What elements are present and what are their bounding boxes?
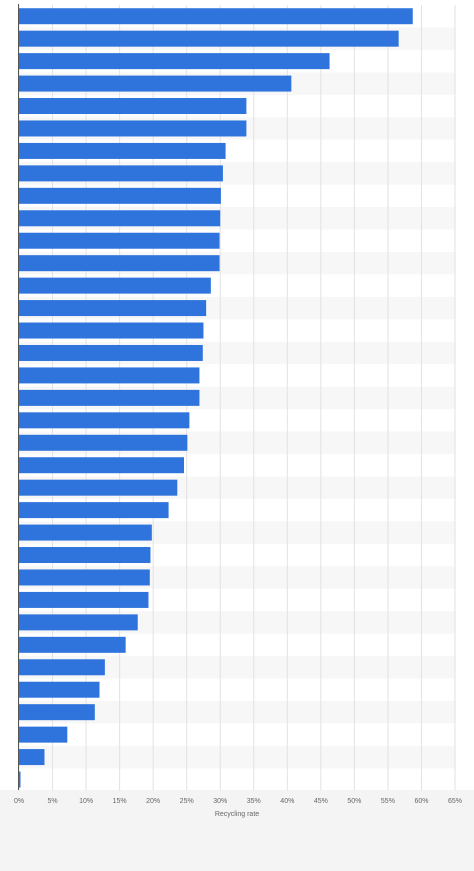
x-tick-label: 10% bbox=[79, 798, 93, 805]
bar[interactable] bbox=[19, 524, 152, 541]
bar[interactable] bbox=[19, 771, 21, 788]
bar[interactable] bbox=[19, 30, 399, 47]
bar[interactable] bbox=[19, 8, 413, 25]
bar[interactable] bbox=[19, 479, 178, 496]
bar[interactable] bbox=[19, 547, 151, 564]
bar[interactable] bbox=[19, 749, 45, 766]
bar[interactable] bbox=[19, 232, 220, 249]
bar[interactable] bbox=[19, 142, 226, 159]
bar[interactable] bbox=[19, 704, 95, 721]
bar[interactable] bbox=[19, 322, 204, 339]
bar[interactable] bbox=[19, 277, 211, 294]
x-tick-label: 55% bbox=[381, 798, 395, 805]
x-axis-title: Recycling rate bbox=[215, 811, 259, 818]
row-band bbox=[19, 656, 455, 679]
bar[interactable] bbox=[19, 53, 330, 70]
x-tick-label: 20% bbox=[146, 798, 160, 805]
bar[interactable] bbox=[19, 681, 100, 698]
x-tick-label: 0% bbox=[14, 798, 24, 805]
bar[interactable] bbox=[19, 457, 185, 474]
x-tick-label: 30% bbox=[213, 798, 227, 805]
bar[interactable] bbox=[19, 187, 221, 204]
bar[interactable] bbox=[19, 412, 190, 429]
x-tick-label: 5% bbox=[47, 798, 57, 805]
bar[interactable] bbox=[19, 569, 150, 586]
bar[interactable] bbox=[19, 726, 68, 743]
bar[interactable] bbox=[19, 300, 207, 317]
x-tick-label: 60% bbox=[414, 798, 428, 805]
x-tick-label: 65% bbox=[448, 798, 462, 805]
bar[interactable] bbox=[19, 367, 200, 384]
x-tick-label: 15% bbox=[113, 798, 127, 805]
bar[interactable] bbox=[19, 502, 169, 519]
bar[interactable] bbox=[19, 98, 247, 115]
bar[interactable] bbox=[19, 255, 220, 272]
x-tick-label: 45% bbox=[314, 798, 328, 805]
bar[interactable] bbox=[19, 659, 105, 676]
x-tick-label: 25% bbox=[180, 798, 194, 805]
row-band bbox=[19, 700, 455, 724]
row-band bbox=[19, 745, 455, 769]
x-tick-label: 35% bbox=[247, 798, 261, 805]
bar[interactable] bbox=[19, 210, 221, 227]
bar[interactable] bbox=[19, 434, 188, 451]
bar[interactable] bbox=[19, 614, 138, 631]
bar[interactable] bbox=[19, 389, 200, 406]
bar[interactable] bbox=[19, 591, 149, 608]
x-tick-label: 50% bbox=[347, 798, 361, 805]
bar[interactable] bbox=[19, 165, 223, 182]
x-tick-label: 40% bbox=[280, 798, 294, 805]
bar[interactable] bbox=[19, 636, 126, 653]
bar[interactable] bbox=[19, 120, 247, 137]
bar[interactable] bbox=[19, 344, 203, 361]
bar[interactable] bbox=[19, 75, 292, 92]
